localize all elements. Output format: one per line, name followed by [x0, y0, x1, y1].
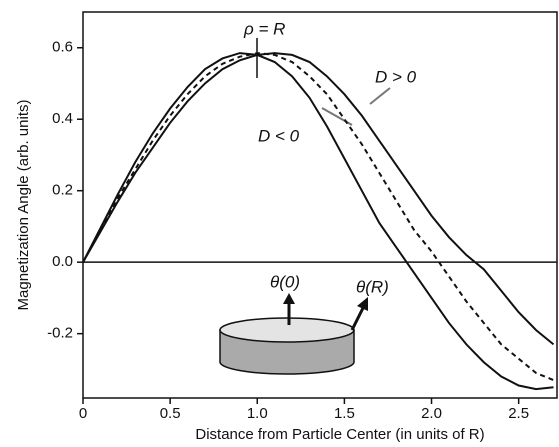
pointer — [369, 87, 391, 105]
series-line — [82, 52, 555, 346]
x-tick-label: 0.5 — [160, 405, 181, 422]
disk-illustration — [219, 293, 368, 375]
x-axis-label: Distance from Particle Center (in units … — [195, 426, 484, 443]
series-label: D > 0 — [375, 67, 417, 86]
plot-frame — [82, 11, 558, 399]
disk-top — [219, 317, 355, 343]
annotation: ρ = R — [243, 19, 285, 38]
arrow-head — [283, 293, 295, 304]
y-tick-label: 0.4 — [52, 110, 73, 127]
series-label: D < 0 — [258, 126, 300, 145]
y-tick-label: -0.2 — [47, 325, 73, 342]
series-line — [82, 52, 554, 391]
y-tick-label: 0.6 — [52, 39, 73, 56]
x-tick-label: 2.5 — [508, 405, 529, 422]
x-tick-label: 0 — [79, 405, 87, 422]
arrow-head — [357, 297, 368, 311]
annotation: θ(0) — [270, 272, 300, 291]
x-tick-label: 1.0 — [247, 405, 268, 422]
annotation: θ(R) — [356, 277, 389, 296]
y-axis-label: Magnetization Angle (arb. units) — [15, 100, 32, 311]
arrow-edge — [350, 307, 365, 331]
y-tick-label: 0.2 — [52, 182, 73, 199]
series-line — [82, 52, 554, 382]
x-tick-label: 1.5 — [334, 405, 355, 422]
y-tick-label: 0.0 — [52, 253, 73, 270]
x-tick-label: 2.0 — [421, 405, 442, 422]
